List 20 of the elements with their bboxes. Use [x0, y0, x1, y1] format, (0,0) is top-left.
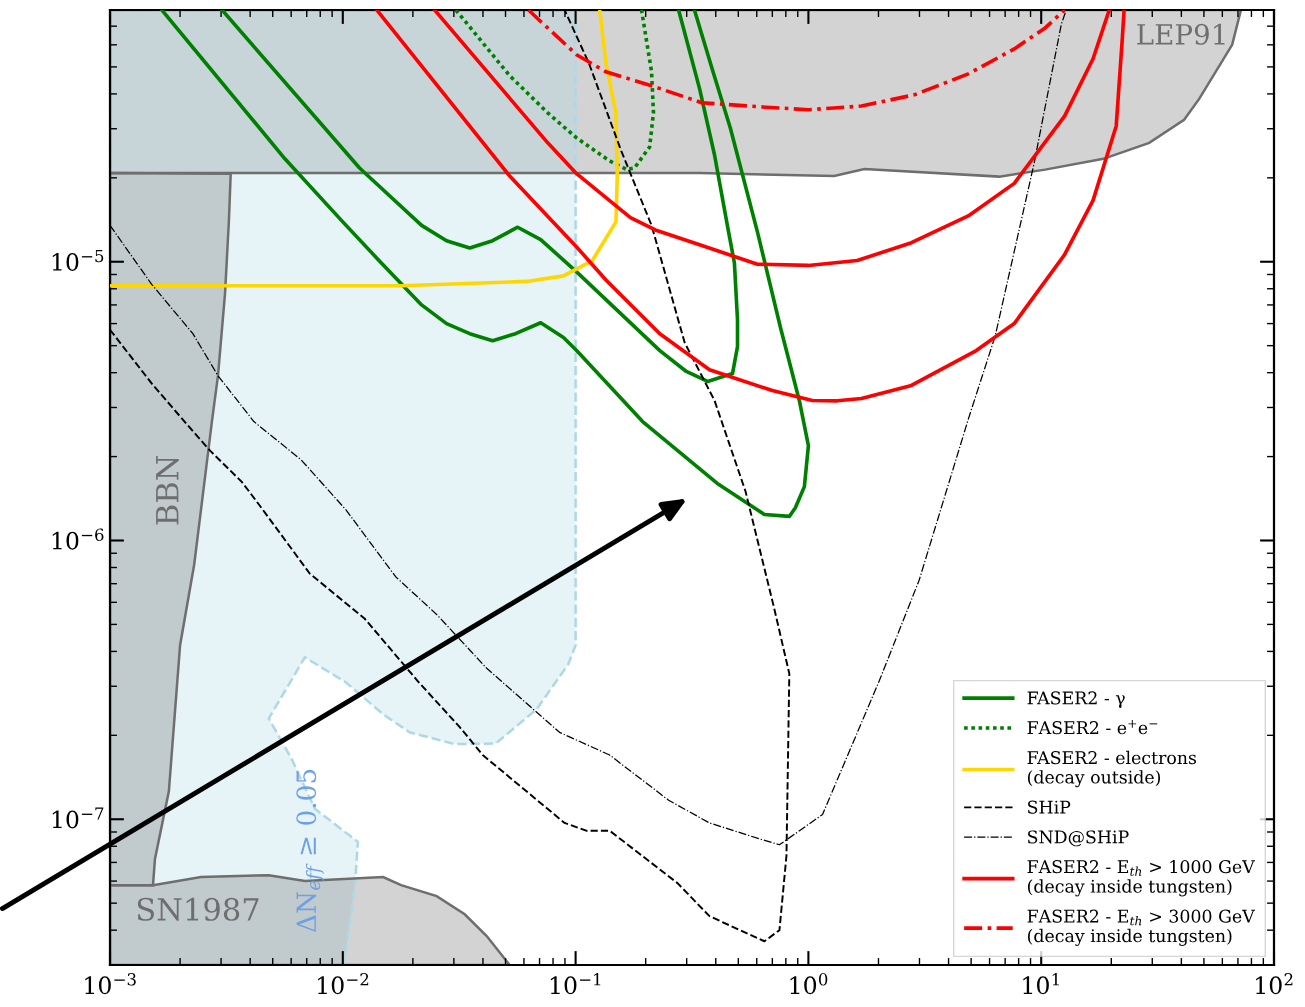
x-tick-label: 10$^{−1}$ — [550, 973, 601, 995]
x-tick-label: 10$^{2}$ — [1256, 973, 1293, 995]
legend-label: FASER2 - e$^{+}$e$^{−}$ — [1027, 720, 1158, 735]
series-label: SN1987 — [137, 897, 259, 921]
legend-label: FASER2 - E$_{th}$ > 1000 GeV (decay inside tungsten) — [1027, 860, 1255, 897]
x-tick-label: 10$^{−3}$ — [85, 973, 136, 995]
y-tick-label: 10$^{−6}$ — [52, 528, 104, 550]
legend-label: FASER2 - γ — [1027, 691, 1125, 708]
y-tick-label: 10$^{−7}$ — [52, 807, 104, 829]
x-tick-label: 10$^{0}$ — [790, 973, 828, 995]
series-label: ΔN$_{eff}$ ≥ 0.05 — [296, 769, 324, 933]
series-label: BBN — [156, 455, 179, 525]
legend-label: FASER2 - E$_{th}$ > 3000 GeV (decay inside tungsten) — [1027, 909, 1255, 946]
legend-label: SND@SHiP — [1028, 830, 1129, 847]
y-tick-label: 10$^{−5}$ — [52, 249, 104, 271]
legend-label: FASER2 - electrons (decay outside) — [1027, 750, 1197, 788]
legend-label: SHiP — [1028, 800, 1071, 814]
x-tick-label: 10$^{−2}$ — [318, 973, 369, 995]
x-tick-label: 10$^{1}$ — [1023, 973, 1059, 995]
series-label: LEP91 — [1137, 23, 1225, 45]
